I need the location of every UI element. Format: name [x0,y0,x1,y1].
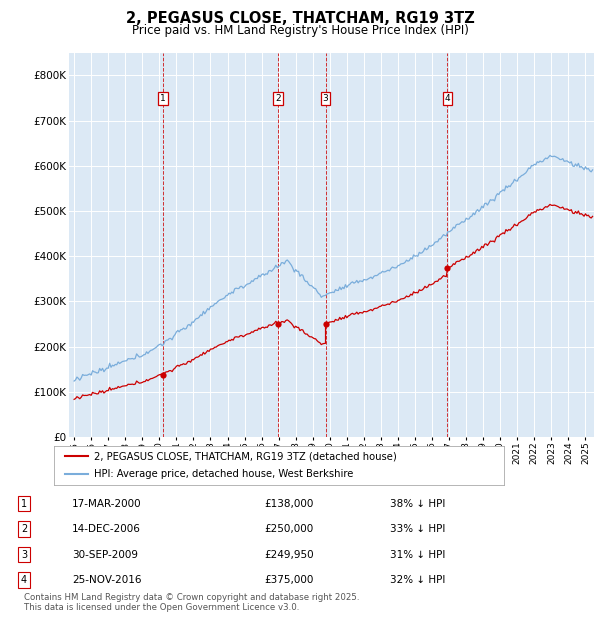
Text: 33% ↓ HPI: 33% ↓ HPI [390,524,445,534]
Text: 3: 3 [323,94,328,104]
Text: 17-MAR-2000: 17-MAR-2000 [72,498,142,509]
Text: HPI: Average price, detached house, West Berkshire: HPI: Average price, detached house, West… [95,469,354,479]
Text: £250,000: £250,000 [264,524,313,534]
Text: 4: 4 [445,94,450,104]
Text: 3: 3 [21,549,27,560]
Text: Contains HM Land Registry data © Crown copyright and database right 2025.
This d: Contains HM Land Registry data © Crown c… [24,593,359,612]
Text: 2, PEGASUS CLOSE, THATCHAM, RG19 3TZ (detached house): 2, PEGASUS CLOSE, THATCHAM, RG19 3TZ (de… [95,451,397,461]
Text: Price paid vs. HM Land Registry's House Price Index (HPI): Price paid vs. HM Land Registry's House … [131,24,469,37]
Text: 38% ↓ HPI: 38% ↓ HPI [390,498,445,509]
Text: £138,000: £138,000 [264,498,313,509]
Text: 2: 2 [275,94,281,104]
Text: 14-DEC-2006: 14-DEC-2006 [72,524,141,534]
Text: 25-NOV-2016: 25-NOV-2016 [72,575,142,585]
Text: 1: 1 [21,498,27,509]
Text: 2: 2 [21,524,27,534]
Text: 30-SEP-2009: 30-SEP-2009 [72,549,138,560]
Text: £249,950: £249,950 [264,549,314,560]
Text: £375,000: £375,000 [264,575,313,585]
Text: 1: 1 [160,94,166,104]
Text: 31% ↓ HPI: 31% ↓ HPI [390,549,445,560]
Text: 32% ↓ HPI: 32% ↓ HPI [390,575,445,585]
Text: 2, PEGASUS CLOSE, THATCHAM, RG19 3TZ: 2, PEGASUS CLOSE, THATCHAM, RG19 3TZ [125,11,475,26]
Text: 4: 4 [21,575,27,585]
